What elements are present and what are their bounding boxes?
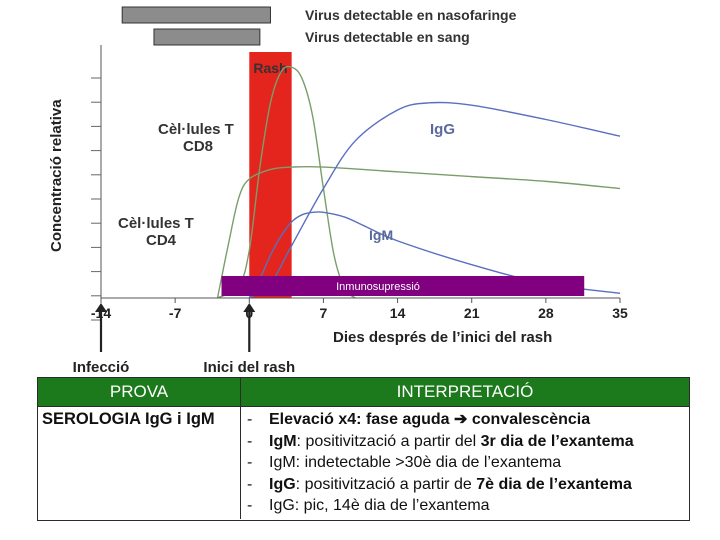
x-tick-label: 7 xyxy=(320,305,328,321)
list-item: - Elevació x4: fase aguda ➔ convalescènci… xyxy=(247,411,591,428)
virus-bar-label: Virus detectable en nasofaringe xyxy=(305,7,517,23)
list-item: - IgG: pic, 14è dia de l’exantema xyxy=(247,497,490,515)
list-item: - IgG: positivització a partir de 7è dia … xyxy=(247,475,632,493)
cd8-label-line2: CD8 xyxy=(183,138,213,155)
list-item: - IgM: positivització a partir del 3r dia… xyxy=(247,432,634,450)
igg-curve xyxy=(248,101,621,299)
table-header: PROVA INTERPRETACIÓ xyxy=(38,378,689,407)
x-axis-label: Dies després de l’inici del rash xyxy=(333,329,552,346)
y-axis-label: Concentració relativa xyxy=(48,99,65,252)
immunosuppression-bar xyxy=(221,276,585,296)
x-tick-label: 14 xyxy=(390,305,406,321)
virus-bar xyxy=(121,6,271,24)
test-name: SEROLOGIA IgG i IgM xyxy=(38,407,241,519)
rash-onset-arrowhead xyxy=(243,303,256,312)
igg-label: IgG xyxy=(430,121,455,138)
x-tick-label: -7 xyxy=(169,305,182,321)
interpretation-list: - Elevació x4: fase aguda ➔ convalescènci… xyxy=(243,409,689,517)
header-interpretation: INTERPRETACIÓ xyxy=(396,382,534,401)
virus-bar-label: Virus detectable en sang xyxy=(305,29,470,45)
igm-label: IgM xyxy=(369,227,393,243)
arrow-right-icon: ➔ xyxy=(453,411,468,428)
virus-detection-bars: Virus detectable en nasofaringe Virus det… xyxy=(121,6,517,46)
measles-timeline-chart: Virus detectable en nasofaringe Virus det… xyxy=(48,6,628,372)
cd4-label-line2: CD4 xyxy=(146,232,177,249)
list-item: - IgM: indetectable >30è dia de l’exantem… xyxy=(247,454,562,472)
cd8-curve xyxy=(217,65,356,299)
infection-label: Infecció xyxy=(73,359,130,372)
virus-bar xyxy=(153,28,261,46)
chart-axes: Concentració relativa-14-70714212835Dies… xyxy=(48,45,628,372)
x-tick-label: 28 xyxy=(538,305,554,321)
x-tick-label: 21 xyxy=(464,305,480,321)
immunosuppression-band: Inmunosupressió xyxy=(221,276,585,296)
rash-label: Rash xyxy=(253,60,287,76)
rash-onset-label: Inici del rash xyxy=(203,359,295,372)
interpretation-table: PROVA INTERPRETACIÓ SEROLOGIA IgG i IgM … xyxy=(37,377,690,521)
cd4-label-line1: Cèl·lules T xyxy=(118,215,194,232)
cd8-label-line1: Cèl·lules T xyxy=(158,121,234,138)
immunosuppression-label: Inmunosupressió xyxy=(336,281,420,293)
igm-curve xyxy=(248,211,621,299)
cd4-curve xyxy=(216,165,621,299)
x-tick-label: 35 xyxy=(612,305,628,321)
infection-arrowhead xyxy=(95,303,107,312)
table-body: SEROLOGIA IgG i IgM - Elevació x4: fase a… xyxy=(38,407,689,519)
header-test: PROVA xyxy=(38,378,241,406)
chart-series xyxy=(216,65,621,299)
